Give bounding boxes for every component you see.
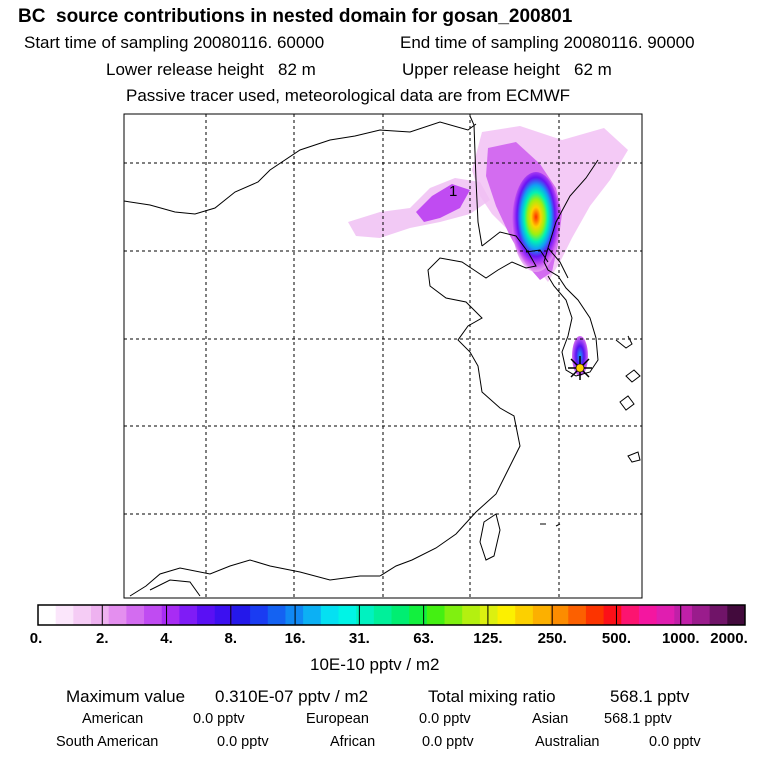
african-label: African xyxy=(330,734,376,750)
start-time-text: Start time of sampling 20080116. 60000 xyxy=(24,33,325,52)
asian-value: 568.1 pptv xyxy=(604,711,672,727)
max-value: 0.310E-07 pptv / m2 xyxy=(215,687,369,706)
colorbar-cell xyxy=(108,605,127,625)
colorbar-tick-label: 2. xyxy=(96,630,109,647)
colorbar-tick-label: 31. xyxy=(348,630,370,647)
colorbar-cell xyxy=(691,605,711,625)
colorbar-cell xyxy=(532,605,552,625)
map-frame xyxy=(123,113,643,599)
total-mixing-value: 568.1 pptv xyxy=(610,687,690,706)
colorbar-cell xyxy=(444,605,463,625)
colorbar-cell xyxy=(179,605,198,625)
colorbar-tick-label: 125. xyxy=(473,630,503,647)
colorbar-cell xyxy=(267,605,286,625)
colorbar-cell xyxy=(497,605,516,625)
colorbar-cell xyxy=(550,605,569,625)
coastlines xyxy=(124,115,641,597)
australian-value: 0.0 pptv xyxy=(649,734,701,750)
tracer-note: Passive tracer used, meteorological data… xyxy=(126,86,571,105)
colorbar-cell xyxy=(709,605,728,625)
american-value: 0.0 pptv xyxy=(193,711,245,727)
colorbar-tick-label: 500. xyxy=(601,630,632,647)
plume-mid-west xyxy=(416,184,470,222)
colorbar-tick-label: 4. xyxy=(160,630,173,647)
colorbar-cell xyxy=(462,605,481,625)
colorbar-cell xyxy=(356,605,375,625)
max-value-label: Maximum value xyxy=(66,687,186,706)
african-value: 0.0 pptv xyxy=(422,734,474,750)
colorbar-cell xyxy=(197,605,216,625)
lower-release-text: Lower release height 82 m xyxy=(106,60,316,79)
australian-label: Australian xyxy=(535,734,600,750)
colorbar-cell xyxy=(426,605,446,625)
colorbar-cell xyxy=(391,605,410,625)
colorbar-tick-label: 8. xyxy=(224,630,238,647)
european-label: European xyxy=(306,711,369,727)
colorbar-cell xyxy=(91,605,110,625)
colorbar-cell xyxy=(338,605,357,625)
colorbar-cell xyxy=(409,605,428,625)
colorbar-cell xyxy=(285,605,304,625)
colorbar-frame xyxy=(37,604,746,626)
colorbar-cell xyxy=(232,605,251,625)
colorbar-cell xyxy=(320,605,339,625)
colorbar-cell xyxy=(603,605,622,625)
asian-label: Asian xyxy=(532,711,569,727)
colorbar-tick-label: 2000. xyxy=(710,630,748,647)
colorbar-cell xyxy=(214,605,233,625)
colorbar-unit: 10E-10 pptv / m2 xyxy=(310,655,440,674)
colorbar-cell xyxy=(515,605,534,625)
colorbar-cell xyxy=(621,605,640,625)
colorbar-cell xyxy=(250,605,269,625)
colorbar-cell xyxy=(55,605,74,625)
colorbar-cell xyxy=(161,605,180,625)
colorbar-cell xyxy=(727,605,746,625)
lat-lon-grid xyxy=(124,114,642,598)
colorbar-cell xyxy=(656,605,675,625)
colorbar-cell xyxy=(144,605,163,625)
upper-release-text: Upper release height 62 m xyxy=(402,60,612,79)
colorbar-cell xyxy=(638,605,658,625)
total-mixing-label: Total mixing ratio xyxy=(428,687,556,706)
colorbar-cell xyxy=(73,605,92,625)
colorbar-tick-label: 1000. xyxy=(661,630,700,647)
colorbar-cell xyxy=(568,605,587,625)
colorbar-cell xyxy=(373,605,392,625)
end-time-text: End time of sampling 20080116. 90000 xyxy=(400,33,695,52)
colorbar-tick-label: 16. xyxy=(284,630,306,647)
american-label: American xyxy=(82,711,144,727)
south-american-value: 0.0 pptv xyxy=(217,734,269,750)
european-value: 0.0 pptv xyxy=(419,711,471,727)
colorbar-cell xyxy=(38,605,57,625)
colorbar-tick-label: 0. xyxy=(29,630,43,647)
colorbar-cell xyxy=(585,605,605,625)
colorbar-cell xyxy=(303,605,322,625)
south-american-label: South American xyxy=(56,734,159,750)
colorbar-cell xyxy=(479,605,499,625)
colorbar-tick-label: 63. xyxy=(413,630,435,647)
chart-title: BC source contributions in nested domain… xyxy=(18,6,573,27)
contour-label: 1 xyxy=(449,183,457,200)
colorbar-tick-label: 250. xyxy=(537,630,567,647)
star-marker xyxy=(568,356,592,380)
colorbar-cell xyxy=(126,605,145,625)
colorbar-cell xyxy=(674,605,693,625)
